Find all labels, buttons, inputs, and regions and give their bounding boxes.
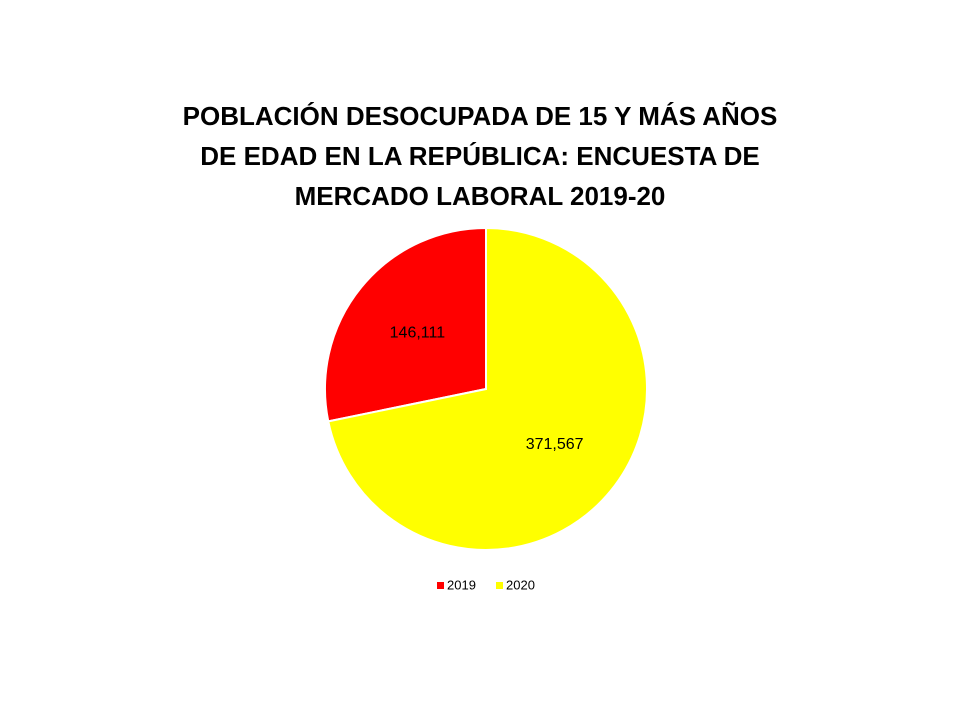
legend-label: 2019 bbox=[447, 577, 476, 592]
data-label: 371,567 bbox=[526, 436, 584, 453]
legend-label: 2020 bbox=[506, 577, 535, 592]
data-label: 146,111 bbox=[390, 324, 446, 341]
pie-slice bbox=[324, 226, 487, 423]
legend-swatch bbox=[437, 582, 444, 589]
pie-slice bbox=[327, 226, 648, 551]
chart-title: POBLACIÓN DESOCUPADA DE 15 Y MÁS AÑOS DE… bbox=[182, 101, 778, 211]
legend-swatch bbox=[496, 582, 503, 589]
